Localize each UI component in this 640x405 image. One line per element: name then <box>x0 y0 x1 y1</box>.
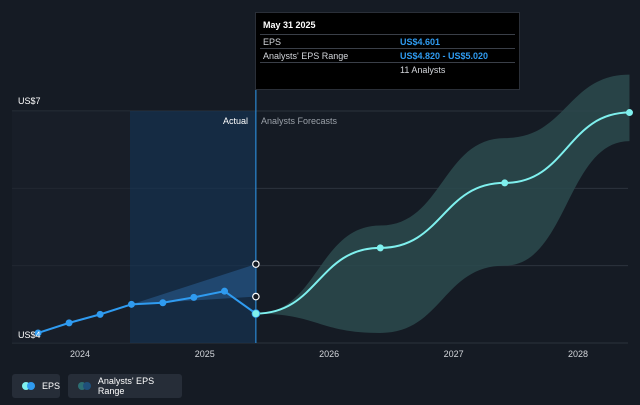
x-tick-label: 2026 <box>319 349 339 359</box>
eps-point <box>65 319 73 327</box>
grid-lines <box>12 90 628 344</box>
eps-point <box>127 300 135 308</box>
tooltip-range-value: US$4.820 - US$5.020 <box>400 51 489 61</box>
y-top-label: US$7 <box>18 96 41 106</box>
eps-point <box>34 329 42 337</box>
eps-point <box>159 299 167 307</box>
forecast-line <box>255 111 630 315</box>
series-lines <box>37 111 630 334</box>
legend-eps[interactable]: EPS <box>12 374 60 398</box>
forecast-label: Analysts Forecasts <box>261 116 338 126</box>
tooltip-range-label: Analysts' EPS Range <box>263 51 349 61</box>
range-marker <box>252 260 260 268</box>
legend-range[interactable]: Analysts' EPS Range <box>68 374 182 398</box>
tooltip-analysts-value: 11 Analysts <box>400 65 446 75</box>
forecast-point <box>501 179 509 187</box>
eps-point <box>190 293 198 301</box>
tooltip-eps-value: US$4.601 <box>400 37 441 47</box>
x-tick-label: 2028 <box>568 349 588 359</box>
forecast-point <box>376 244 384 252</box>
actual-period-shading <box>130 111 256 343</box>
actual-label: Actual <box>223 116 248 126</box>
x-tick-label: 2024 <box>70 349 90 359</box>
eps-legend-icon <box>22 382 36 390</box>
tooltip-row-eps: EPS US$4.601 <box>260 34 515 49</box>
legend-range-label: Analysts' EPS Range <box>97 376 155 396</box>
eps-line <box>37 290 257 334</box>
tooltip-row-range: Analysts' EPS Range US$4.820 - US$5.020 <box>260 48 515 63</box>
x-tick-label: 2025 <box>195 349 215 359</box>
x-tick-label: 2027 <box>444 349 464 359</box>
x-axis-ticks: 2024 2025 2026 2027 2028 <box>70 349 588 359</box>
hover-tooltip: May 31 2025 EPS US$4.601 Analysts' EPS R… <box>255 12 520 90</box>
tooltip-row-analysts: 11 Analysts <box>260 62 515 77</box>
range-marker <box>252 292 260 301</box>
range-legend-icon <box>78 382 92 390</box>
eps-point <box>221 287 229 295</box>
forecast-point <box>252 310 260 318</box>
past-shading <box>12 111 130 343</box>
eps-point <box>96 310 104 318</box>
tooltip-eps-label: EPS <box>263 37 282 47</box>
forecast-point <box>625 109 633 117</box>
y-bottom-label: US$4 <box>18 330 41 340</box>
legend-eps-label: EPS <box>41 381 60 391</box>
series-points <box>34 109 633 337</box>
forecast-range-band <box>255 74 630 333</box>
tooltip-title: May 31 2025 <box>263 20 316 30</box>
